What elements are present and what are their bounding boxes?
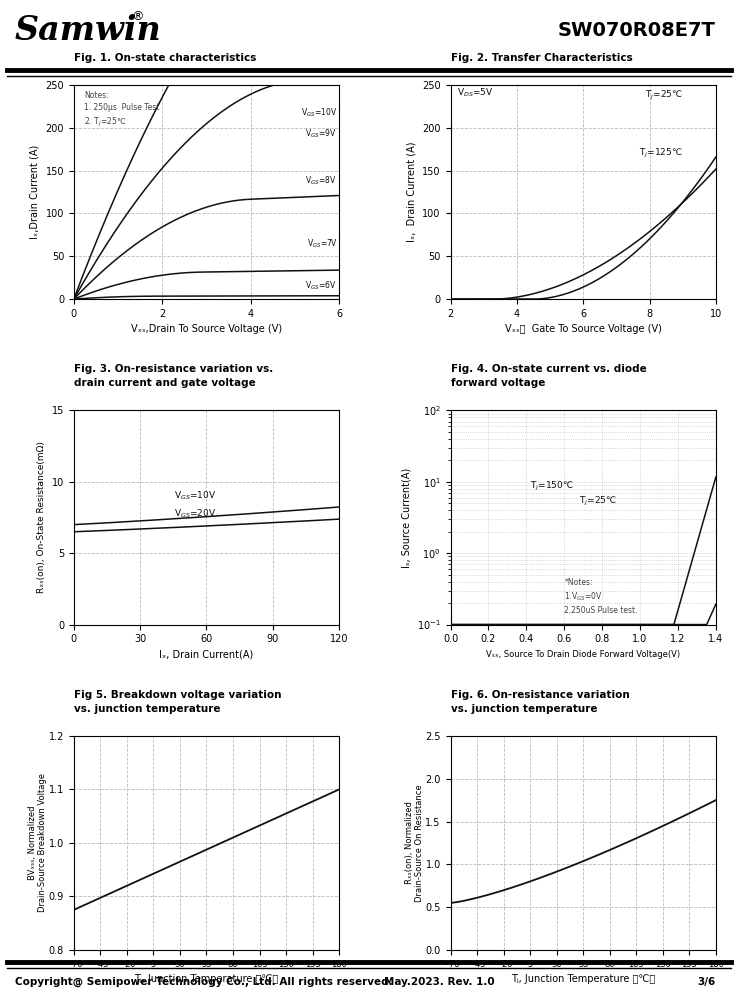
Text: Fig. 1. On-state characteristics: Fig. 1. On-state characteristics xyxy=(74,53,256,63)
Y-axis label: Rₓₛ(on), On-State Resistance(mΩ): Rₓₛ(on), On-State Resistance(mΩ) xyxy=(37,442,46,593)
Text: Samwin: Samwin xyxy=(15,13,162,46)
Y-axis label: Iₓ,Drain Current (A): Iₓ,Drain Current (A) xyxy=(30,145,40,239)
Text: V$_{GS}$=7V: V$_{GS}$=7V xyxy=(307,237,337,250)
Text: T$_j$=25℃: T$_j$=25℃ xyxy=(579,495,618,508)
Text: T$_j$=125℃: T$_j$=125℃ xyxy=(639,147,683,160)
Text: V$_{GS}$=10V: V$_{GS}$=10V xyxy=(300,106,337,119)
Text: Fig. 3. On-resistance variation vs.
drain current and gate voltage: Fig. 3. On-resistance variation vs. drai… xyxy=(74,364,273,388)
X-axis label: Vₛₓ, Source To Drain Diode Forward Voltage(V): Vₛₓ, Source To Drain Diode Forward Volta… xyxy=(486,650,680,659)
Y-axis label: Rₓₛ(on), Normalized
Drain-Source On Resistance: Rₓₛ(on), Normalized Drain-Source On Resi… xyxy=(404,784,424,902)
Text: Fig. 4. On-state current vs. diode
forward voltage: Fig. 4. On-state current vs. diode forwa… xyxy=(450,364,646,388)
Text: Fig. 2. Transfer Characteristics: Fig. 2. Transfer Characteristics xyxy=(450,53,632,63)
Y-axis label: BVₓₛₛ, Normalized
Drain-Source Breakdown Voltage: BVₓₛₛ, Normalized Drain-Source Breakdown… xyxy=(28,773,47,912)
X-axis label: Vₓₛ,Drain To Source Voltage (V): Vₓₛ,Drain To Source Voltage (V) xyxy=(131,324,282,334)
Text: *Notes:
1.V$_{GS}$=0V
2.250uS Pulse test.: *Notes: 1.V$_{GS}$=0V 2.250uS Pulse test… xyxy=(565,578,638,615)
Text: T$_j$=25℃: T$_j$=25℃ xyxy=(644,89,683,102)
Text: V$_{GS}$=9V: V$_{GS}$=9V xyxy=(306,128,337,140)
X-axis label: Iₓ, Drain Current(A): Iₓ, Drain Current(A) xyxy=(159,650,254,660)
X-axis label: Tⱼ, Junction Temperature （℃）: Tⱼ, Junction Temperature （℃） xyxy=(511,974,655,984)
Text: Notes:
1. 250μs  Pulse Test
2. T$_j$=25℃: Notes: 1. 250μs Pulse Test 2. T$_j$=25℃ xyxy=(84,91,160,129)
Text: 3/6: 3/6 xyxy=(697,977,716,987)
Text: ®: ® xyxy=(131,10,144,23)
Text: Fig. 6. On-resistance variation
vs. junction temperature: Fig. 6. On-resistance variation vs. junc… xyxy=(450,690,630,714)
Text: V$_{DS}$=5V: V$_{DS}$=5V xyxy=(457,86,494,99)
Text: V$_{GS}$=20V: V$_{GS}$=20V xyxy=(174,508,217,520)
X-axis label: Tⱼ, Junction Temperature （℃）: Tⱼ, Junction Temperature （℃） xyxy=(134,974,278,984)
Text: V$_{GS}$=8V: V$_{GS}$=8V xyxy=(306,175,337,187)
X-axis label: Vₓₛ，  Gate To Source Voltage (V): Vₓₛ， Gate To Source Voltage (V) xyxy=(505,324,662,334)
Text: T$_j$=150℃: T$_j$=150℃ xyxy=(530,480,574,493)
Text: V$_{GS}$=10V: V$_{GS}$=10V xyxy=(174,490,217,502)
Text: Copyright@ Semipower Technology Co., Ltd. All rights reserved.: Copyright@ Semipower Technology Co., Ltd… xyxy=(15,977,393,987)
Text: May.2023. Rev. 1.0: May.2023. Rev. 1.0 xyxy=(384,977,494,987)
Text: V$_{GS}$=6V: V$_{GS}$=6V xyxy=(306,279,337,292)
Y-axis label: Iₛ, Source Current(A): Iₛ, Source Current(A) xyxy=(401,467,411,568)
Text: SW070R08E7T: SW070R08E7T xyxy=(558,20,716,39)
Text: Fig 5. Breakdown voltage variation
vs. junction temperature: Fig 5. Breakdown voltage variation vs. j… xyxy=(74,690,281,714)
Y-axis label: Iₓ,  Drain Current (A): Iₓ, Drain Current (A) xyxy=(407,142,417,242)
